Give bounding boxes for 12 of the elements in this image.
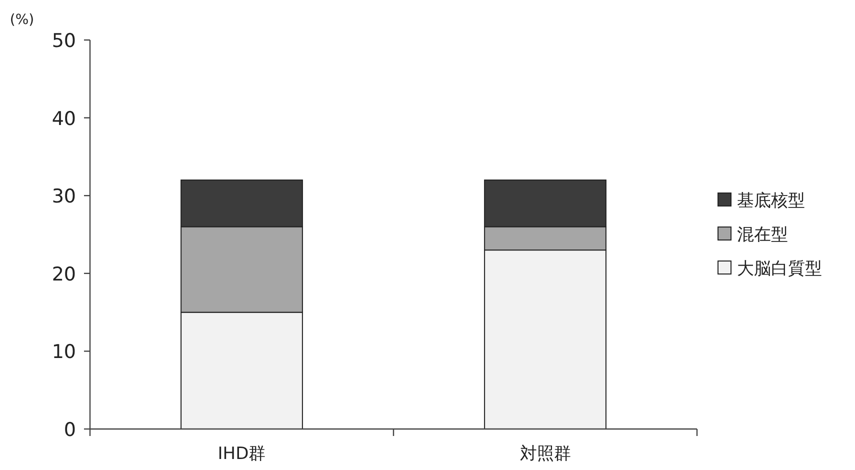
y-tick-label: 10 — [52, 341, 76, 364]
y-axis-title: (%) — [10, 12, 34, 28]
legend-label: 大脳白質型 — [737, 259, 822, 279]
y-tick-label: 40 — [52, 108, 76, 130]
legend-label: 混在型 — [737, 225, 788, 245]
x-tick-label: IHD群 — [218, 444, 266, 464]
y-tick-label: 20 — [52, 263, 76, 286]
y-tick-label: 30 — [52, 186, 76, 208]
y-tick-label: 0 — [64, 419, 76, 441]
x-tick-label: 対照群 — [520, 444, 571, 464]
y-tick-label: 50 — [52, 30, 76, 52]
legend-label: 基底核型 — [737, 191, 805, 211]
